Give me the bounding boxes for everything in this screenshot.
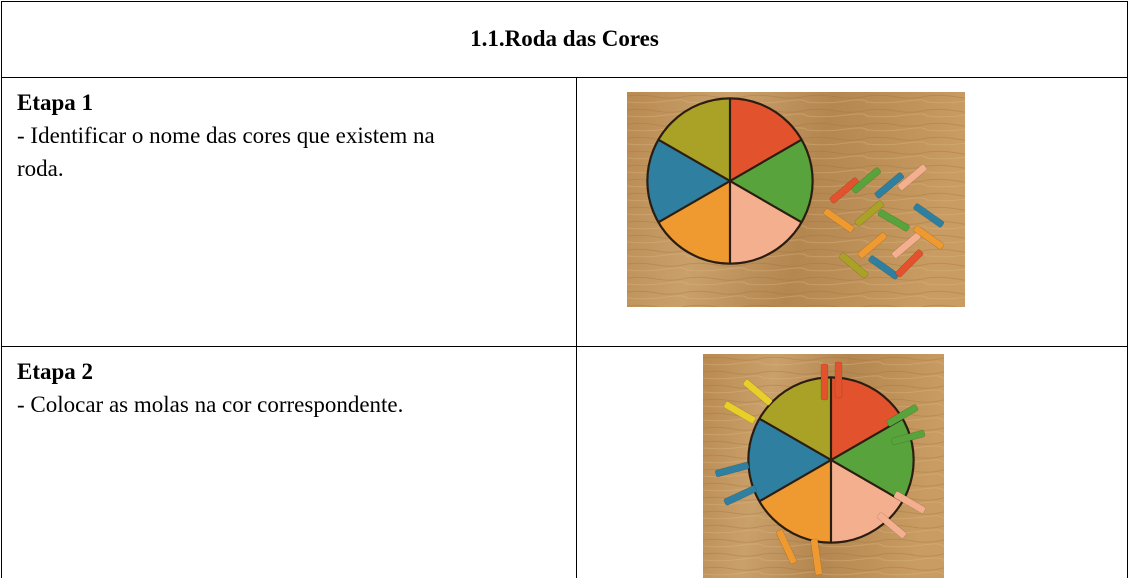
cell: Etapa 2 - Colocar as molas na cor corres… (17, 355, 487, 421)
step-text: - Identificar o nome das cores que exist… (17, 123, 435, 181)
border (1, 1, 1128, 2)
border (1, 346, 1128, 347)
table-title: 1.1.Roda das Cores (470, 26, 659, 51)
step-title: Etapa 2 (17, 359, 94, 384)
step-title: Etapa 1 (17, 90, 94, 115)
border (1, 77, 1128, 78)
border (1127, 1, 1128, 578)
step-text: - Colocar as molas na cor correspondente… (17, 392, 404, 417)
border (1, 1, 2, 578)
photo (627, 92, 965, 307)
border (576, 77, 577, 578)
cell: Etapa 1 - Identificar o nome das cores q… (17, 86, 487, 185)
photo (703, 354, 944, 578)
